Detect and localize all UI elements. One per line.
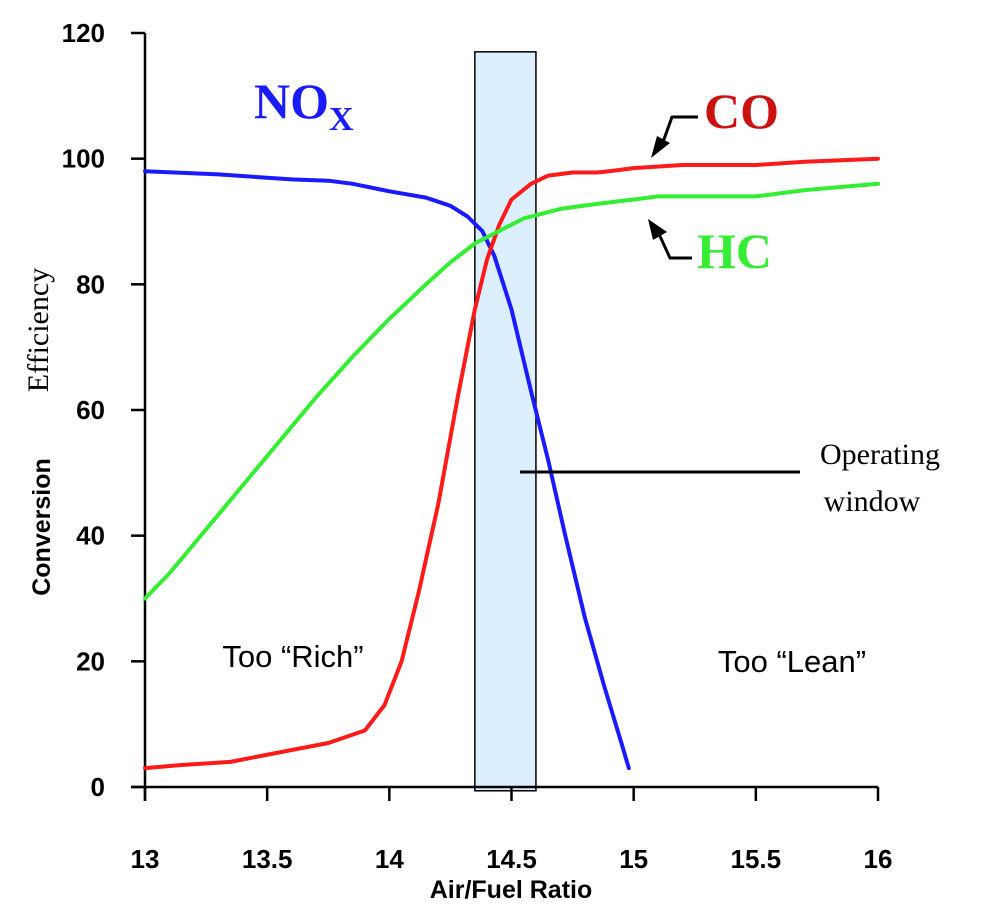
- series-layer: [143, 156, 880, 771]
- x-axis-title: Air/Fuel Ratio: [430, 876, 593, 904]
- x-tick-label: 14: [375, 844, 404, 874]
- x-axis-ticks: 13 13.5 14 14.5 15 15.5 16: [131, 787, 893, 874]
- y-tick-label: 20: [76, 646, 105, 676]
- y-tick-label: 120: [62, 18, 105, 48]
- co-series-label: CO: [704, 83, 779, 139]
- x-tick-label: 15: [619, 844, 648, 874]
- hc-leader-line: [657, 233, 692, 260]
- y-tick-label: 80: [76, 269, 105, 299]
- x-tick-label: 13: [131, 844, 160, 874]
- hc-series-line: [143, 181, 880, 601]
- x-tick-label: 14.5: [486, 844, 537, 874]
- rich-region-label: Too “Rich”: [222, 639, 363, 674]
- nox-label-main: NO: [254, 73, 329, 129]
- hc-arrowhead: [648, 219, 667, 240]
- x-tick-label: 15.5: [731, 844, 782, 874]
- nox-series-label: NOX: [254, 73, 354, 138]
- y-axis-ticks: 0 20 40 60 80 100 120: [62, 18, 145, 802]
- y-axis-title-part1: Conversion: [28, 458, 56, 596]
- hc-series-label: HC: [697, 223, 772, 279]
- y-tick-label: 100: [62, 144, 105, 174]
- operating-window-label-line2: window: [824, 485, 921, 518]
- x-tick-label: 16: [864, 844, 893, 874]
- operating-window-band: [474, 51, 537, 792]
- lean-region-label: Too “Lean”: [718, 644, 866, 679]
- co-leader-line: [661, 115, 698, 143]
- y-tick-label: 40: [76, 521, 105, 551]
- nox-label-sub: X: [329, 101, 354, 138]
- nox-series-line: [143, 169, 631, 771]
- x-tick-label: 13.5: [242, 844, 293, 874]
- y-tick-label: 60: [76, 395, 105, 425]
- y-tick-label: 0: [91, 772, 105, 802]
- y-axis-title-part2: Efficiency: [22, 268, 55, 392]
- co-arrowhead: [651, 136, 670, 158]
- operating-window-label-line1: Operating: [820, 438, 940, 471]
- co-series-line: [143, 156, 880, 771]
